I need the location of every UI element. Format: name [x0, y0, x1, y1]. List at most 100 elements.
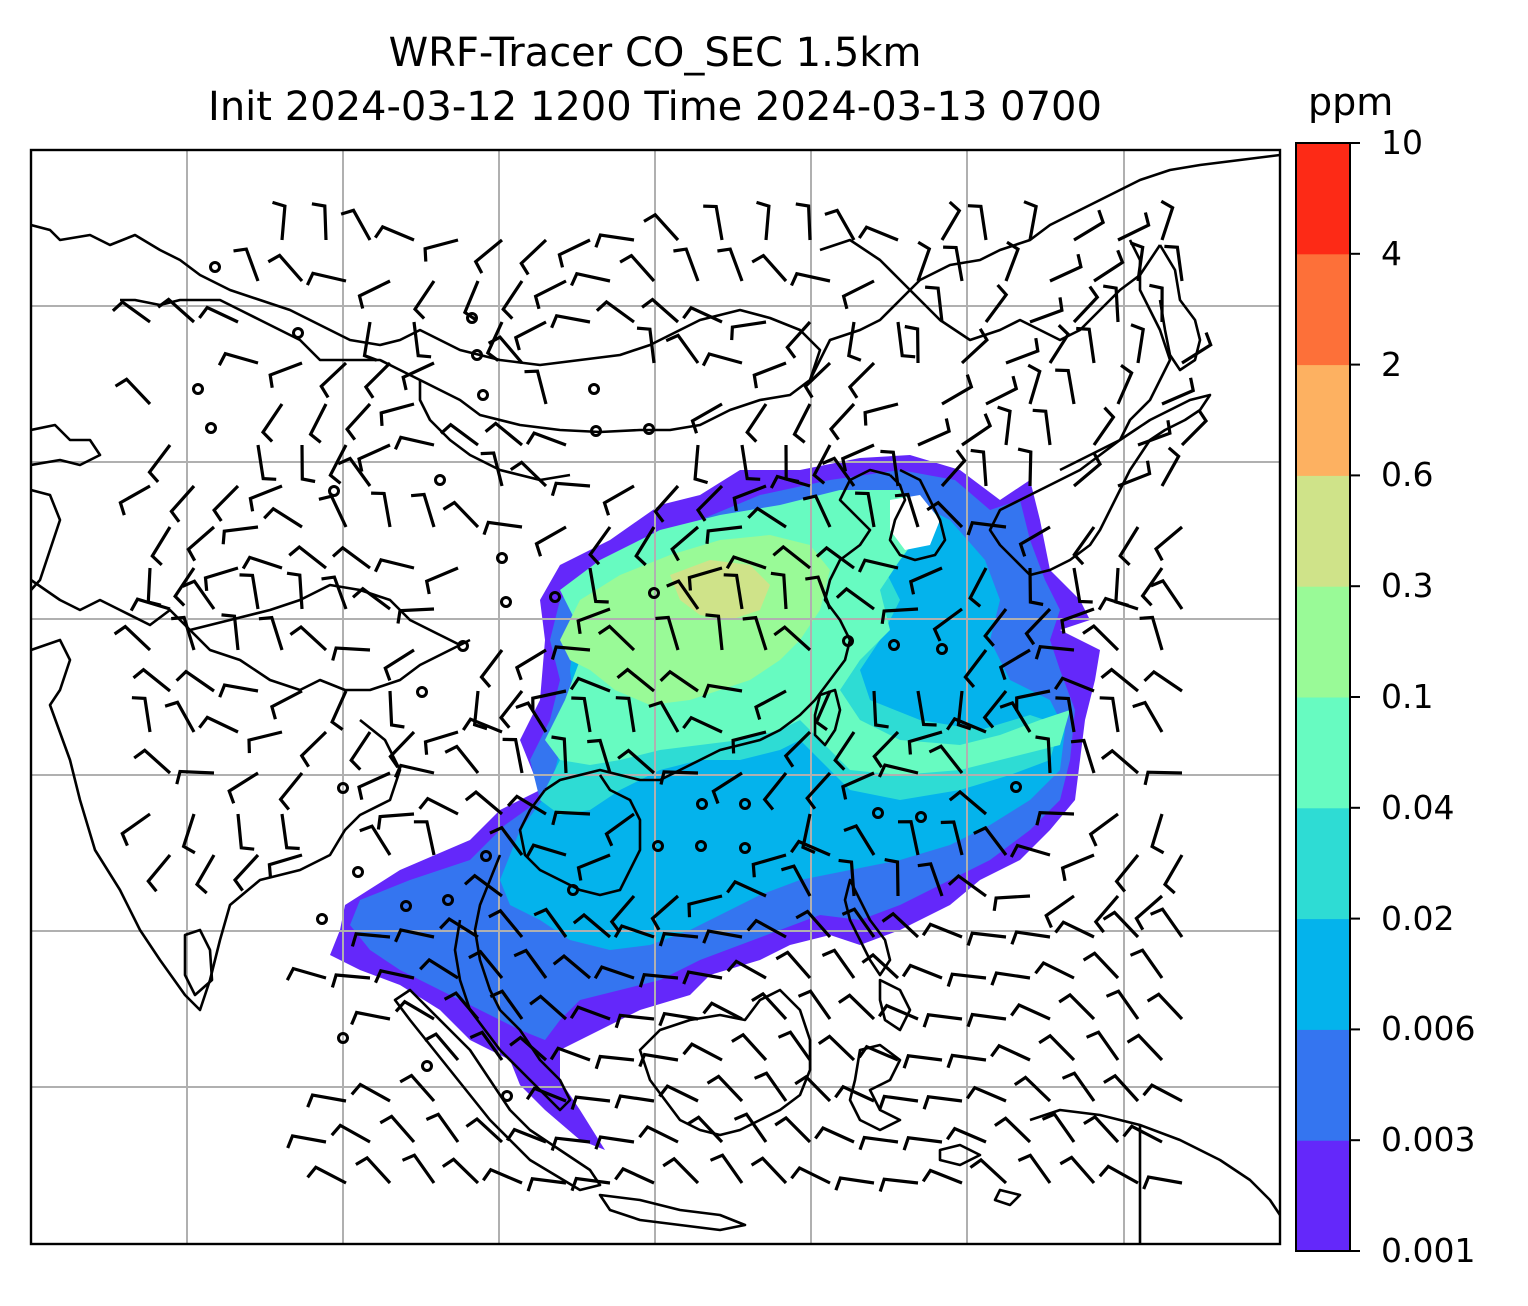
calm-marker: [337, 782, 349, 794]
wind-barb: [659, 770, 699, 785]
wind-barb: [665, 333, 700, 364]
wind-barb: [775, 950, 812, 980]
wind-barb: [464, 790, 504, 816]
wind-barb: [908, 566, 943, 595]
wind-barb: [550, 645, 591, 660]
map-title-line1: WRF-Tracer CO_SEC 1.5km: [388, 30, 922, 76]
wind-barb: [330, 973, 371, 988]
wind-barb: [488, 908, 524, 939]
colorbar-segment: [1296, 364, 1350, 476]
wind-barb: [614, 1166, 655, 1185]
wind-barb: [1017, 447, 1033, 487]
calm-marker: [915, 811, 927, 823]
wind-barb: [509, 1035, 548, 1062]
wind-barb: [533, 279, 567, 310]
calm-marker: [471, 349, 483, 361]
wind-barb: [379, 402, 415, 426]
wind-barb: [513, 948, 548, 979]
wind-barb: [857, 225, 899, 242]
wind-barb: [985, 375, 1019, 406]
wind-barb: [1146, 992, 1184, 1021]
wind-barb: [1055, 696, 1076, 733]
wind-barb: [300, 444, 316, 484]
wind-barb: [745, 403, 768, 443]
wind-barb: [359, 824, 392, 856]
wind-barb: [186, 525, 216, 562]
wind-barb: [690, 402, 723, 434]
colorbar-segment: [1296, 918, 1350, 1030]
wind-barb: [247, 730, 283, 754]
wind-barb: [1027, 363, 1042, 405]
wind-barb: [770, 571, 788, 610]
wind-barb: [653, 484, 680, 523]
wind-barb: [337, 456, 372, 487]
wind-barb: [682, 305, 723, 324]
wind-barb: [481, 1167, 523, 1185]
wind-barb: [795, 202, 812, 241]
wind-barb: [785, 320, 812, 359]
wind-barb: [815, 545, 855, 570]
wind-barb: [961, 413, 993, 447]
wind-barb: [571, 696, 592, 733]
wind-barb: [280, 813, 300, 851]
wind-barb: [194, 854, 216, 895]
wind-barb: [502, 737, 524, 774]
wind-barb: [984, 283, 1009, 323]
wind-barb: [682, 1042, 723, 1062]
wind-barb: [999, 700, 1032, 733]
wind-barb: [330, 690, 348, 731]
wind-barb: [1126, 1033, 1164, 1062]
wind-barb: [286, 571, 304, 610]
wind-barb: [595, 299, 635, 324]
wind-barb: [1099, 696, 1120, 733]
wind-barb: [956, 690, 972, 731]
wind-barb: [695, 484, 724, 522]
wind-barb: [506, 794, 547, 816]
colorbar-segment: [1296, 1029, 1350, 1141]
wind-barb: [947, 873, 987, 898]
wind-barb: [731, 730, 767, 754]
wind-barb: [997, 405, 1012, 446]
wind-barb: [773, 625, 812, 652]
calm-marker: [739, 842, 751, 854]
wind-barb: [306, 1093, 347, 1108]
wind-barb: [227, 771, 259, 804]
wind-barb: [113, 624, 152, 652]
wind-barb: [181, 579, 216, 610]
wind-barb: [181, 813, 196, 855]
wind-barb: [217, 351, 259, 366]
wind-barb: [487, 335, 524, 365]
calm-marker: [328, 485, 340, 497]
wind-barb: [373, 224, 415, 242]
wind-barb: [1010, 930, 1051, 945]
wind-barb: [655, 615, 680, 651]
wind-barb: [1140, 567, 1164, 607]
wind-barb: [1143, 770, 1183, 786]
coast-kamchatka: [1059, 239, 1172, 472]
wind-barb: [726, 959, 767, 980]
wind-barb: [966, 1012, 1007, 1028]
wind-barb: [221, 525, 259, 545]
wind-barb: [801, 813, 816, 854]
wind-barb: [983, 608, 1008, 647]
wind-barb: [638, 1124, 679, 1144]
wind-barb: [111, 300, 151, 324]
wind-barb: [485, 321, 504, 362]
wind-barb: [311, 202, 328, 241]
wind-barb: [357, 443, 391, 472]
wind-barb: [1129, 241, 1145, 282]
wind-barb: [648, 700, 680, 733]
wind-barb: [940, 200, 962, 241]
wind-barb: [551, 735, 568, 774]
wind-barb: [1049, 253, 1083, 283]
colorbar-tick-label: 10: [1381, 123, 1423, 162]
wind-barb: [863, 402, 899, 426]
wind-barb: [847, 321, 862, 362]
wind-barb: [613, 924, 655, 939]
wind-barb: [658, 1084, 699, 1103]
wind-barb: [221, 613, 240, 651]
wind-barb: [803, 361, 832, 399]
wind-barb: [990, 1043, 1031, 1062]
wind-barb: [814, 1126, 855, 1144]
wind-barb: [146, 567, 162, 607]
